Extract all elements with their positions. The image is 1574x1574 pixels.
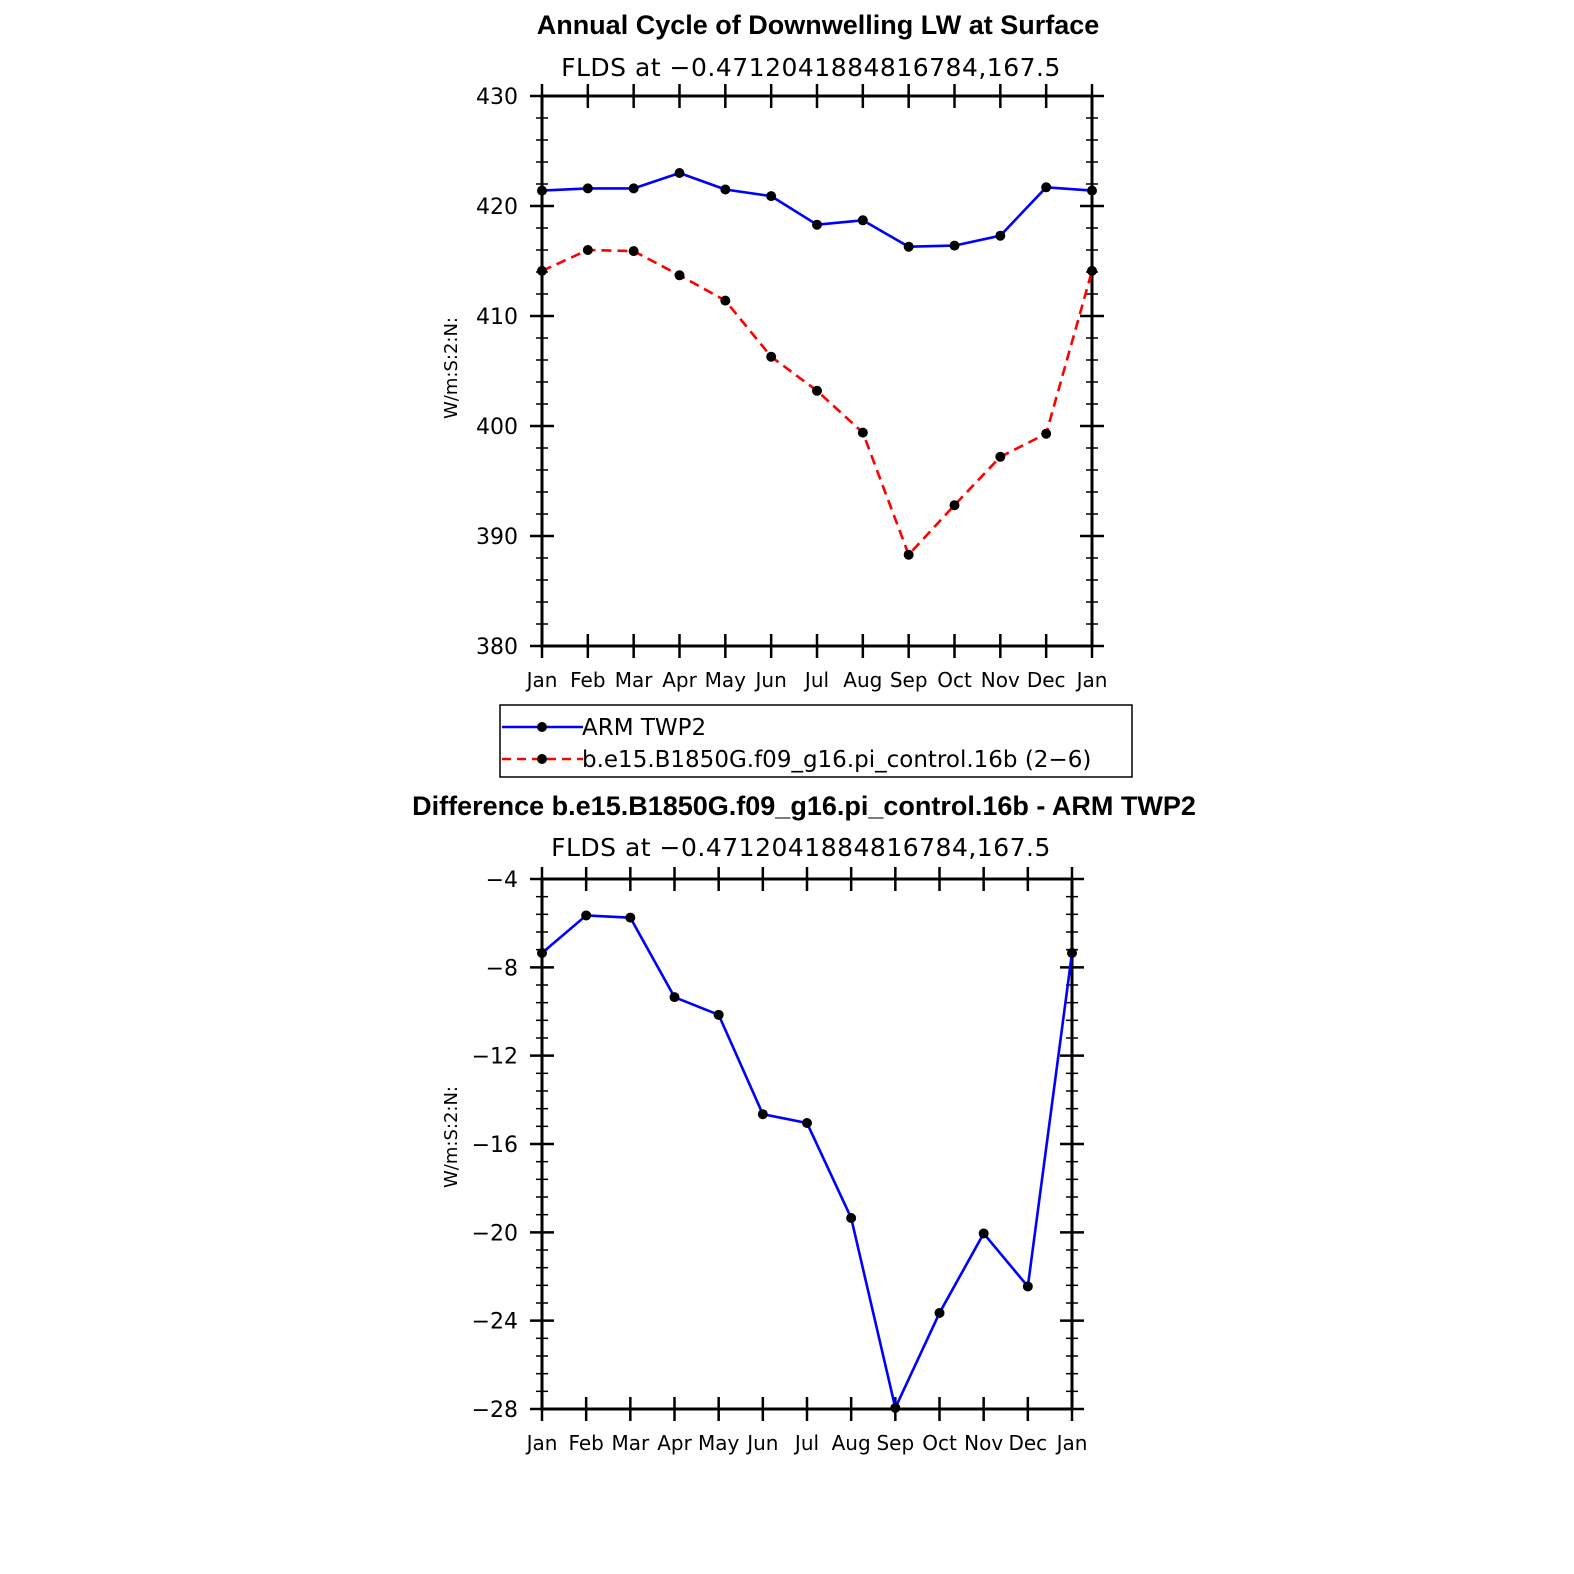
chart2-series-0-point — [890, 1402, 901, 1413]
chart2-xtick-label: Jul — [793, 1431, 819, 1455]
chart2-series-0-line — [541, 914, 1074, 1410]
chart2-series-0-point — [978, 1228, 989, 1239]
chart2-xtick-label: Dec — [1008, 1431, 1047, 1455]
legend-label-model: b.e15.B1850G.f09_g16.pi_control.16b (2−6… — [582, 747, 1091, 773]
chart2-xtick-label: Feb — [568, 1431, 603, 1455]
chart2-plot: −28 −24 −20 −16 −12 −8 −4 Jan Feb Mar Apr May Jun Jul… — [472, 867, 1088, 1455]
chart1-series-1-point — [949, 500, 960, 511]
chart1-series-1-line — [541, 248, 1094, 557]
chart1-xtick-label: Feb — [570, 668, 605, 692]
chart1-plot: 380 390 400 410 420 430 Jan Feb Mar Apr May Jun Jul A… — [476, 84, 1107, 692]
chart2-title: Difference b.e15.B1850G.f09_g16.pi_contr… — [412, 791, 1196, 821]
chart1-series-0-point — [766, 191, 777, 202]
chart2-frame — [540, 877, 1074, 1411]
chart1-series-0-point — [537, 185, 547, 196]
chart2-series-0-point — [802, 1118, 812, 1129]
chart2-series-0-point — [1067, 947, 1077, 958]
legend-label-arm: ARM TWP2 — [582, 715, 706, 741]
chart1-series-0-point — [812, 219, 822, 230]
chart1-series-1-point — [995, 451, 1006, 462]
chart1-series-0-point — [674, 168, 685, 178]
chart1-xtick-label: Mar — [615, 668, 654, 692]
chart1-subtitle: FLDS at −0.4712041884816784,167.5 — [561, 53, 1061, 82]
chart2-series-0-point — [934, 1307, 945, 1318]
chart1-xtick-label: Jul — [803, 668, 829, 692]
legend: ARM TWP2 b.e15.B1850G.f09_g16.pi_control… — [499, 704, 1133, 778]
chart2-subtitle: FLDS at −0.4712041884816784,167.5 — [551, 833, 1051, 862]
chart1-ytick-label: 420 — [476, 195, 518, 220]
chart1-series-0-line — [541, 171, 1093, 248]
chart2-series-0-point — [1022, 1281, 1033, 1292]
chart1-series-1-point — [674, 270, 685, 281]
chart1-title: Annual Cycle of Downwelling LW at Surfac… — [537, 10, 1100, 40]
chart2-xtick-label: Nov — [964, 1431, 1003, 1455]
chart2-ytick-label: −8 — [486, 956, 518, 981]
chart2-xtick-label: Jun — [745, 1431, 778, 1455]
chart1-ytick-label: 430 — [476, 85, 518, 110]
chart2-series-0-point — [581, 910, 592, 921]
chart1-frame — [540, 94, 1094, 648]
chart1-series-1-point — [903, 549, 914, 560]
chart1-xtick-label: Sep — [890, 668, 928, 692]
chart1-series-1-point — [766, 351, 777, 362]
chart1-ytick-label: 390 — [476, 525, 518, 550]
chart1-series-1-point — [857, 427, 868, 438]
chart2-ytick-label: −12 — [472, 1045, 518, 1070]
chart2-xtick-label: Sep — [876, 1431, 914, 1455]
chart1-series-0-point — [903, 241, 914, 252]
chart1-xtick-label: Dec — [1027, 668, 1066, 692]
chart2-ytick-label: −20 — [472, 1221, 518, 1246]
legend-marker-model — [537, 754, 547, 764]
chart1-series-0-point — [1087, 185, 1097, 196]
chart2-ytick-label: −16 — [472, 1133, 518, 1158]
chart1-series-0-point — [628, 183, 639, 194]
chart2-ytick-label: −4 — [486, 868, 518, 893]
chart1-xtick-label: Aug — [843, 668, 882, 692]
chart2-series-0-point — [669, 992, 680, 1003]
chart1-ytick-label: 400 — [476, 415, 518, 440]
chart2-xtick-label: Mar — [611, 1431, 650, 1455]
legend-marker-arm — [537, 722, 547, 732]
chart1-series-0-point — [995, 230, 1006, 241]
chart1-xtick-label: Jun — [754, 668, 787, 692]
chart1-xtick-label: Jan — [525, 668, 558, 692]
chart1-ytick-label: 380 — [476, 635, 518, 660]
legend-box — [499, 704, 1133, 778]
chart2-ylabel: W/m:S:2:N: — [441, 1086, 462, 1188]
chart2-series-0-point — [713, 1009, 724, 1020]
chart1-ylabel: W/m:S:2:N: — [441, 317, 462, 419]
chart1-series-1-point — [582, 245, 593, 255]
chart2-series-0-point — [537, 947, 547, 958]
chart1-series-1-point — [812, 385, 822, 396]
chart2-xtick-label: Aug — [832, 1431, 871, 1455]
chart1-series-0-point — [1041, 182, 1052, 193]
chart1-xtick-label: Nov — [981, 668, 1020, 692]
chart2-series-0-point — [846, 1212, 857, 1223]
chart2-xtick-label: Jan — [525, 1431, 558, 1455]
chart2-ytick-label: −28 — [472, 1398, 518, 1423]
chart1-xtick-label: Jan — [1075, 668, 1108, 692]
chart2-xtick-label: Apr — [657, 1431, 692, 1455]
chart2-ytick-label: −24 — [472, 1310, 518, 1335]
chart1-series-1-point — [1087, 265, 1097, 276]
chart1-xtick-label: Oct — [937, 668, 972, 692]
chart1-ytick-label: 410 — [476, 305, 518, 330]
chart1-series-1-point — [628, 246, 639, 257]
chart2-series-0-point — [625, 912, 636, 923]
chart2-xtick-label: May — [698, 1431, 740, 1455]
chart1-series-1-point — [1041, 428, 1052, 439]
chart2-series-0-point — [757, 1109, 768, 1120]
chart1-series-0-point — [857, 215, 868, 226]
chart1-series-0-point — [720, 184, 731, 195]
chart1-xtick-label: May — [705, 668, 747, 692]
chart1-series-0-point — [582, 183, 593, 194]
chart1-series-1-point — [537, 265, 547, 276]
chart2-xtick-label: Oct — [922, 1431, 957, 1455]
chart1-series-1-point — [720, 295, 731, 306]
chart1-xtick-label: Apr — [662, 668, 697, 692]
chart1-series-0-point — [949, 240, 960, 251]
chart2-xtick-label: Jan — [1055, 1431, 1088, 1455]
